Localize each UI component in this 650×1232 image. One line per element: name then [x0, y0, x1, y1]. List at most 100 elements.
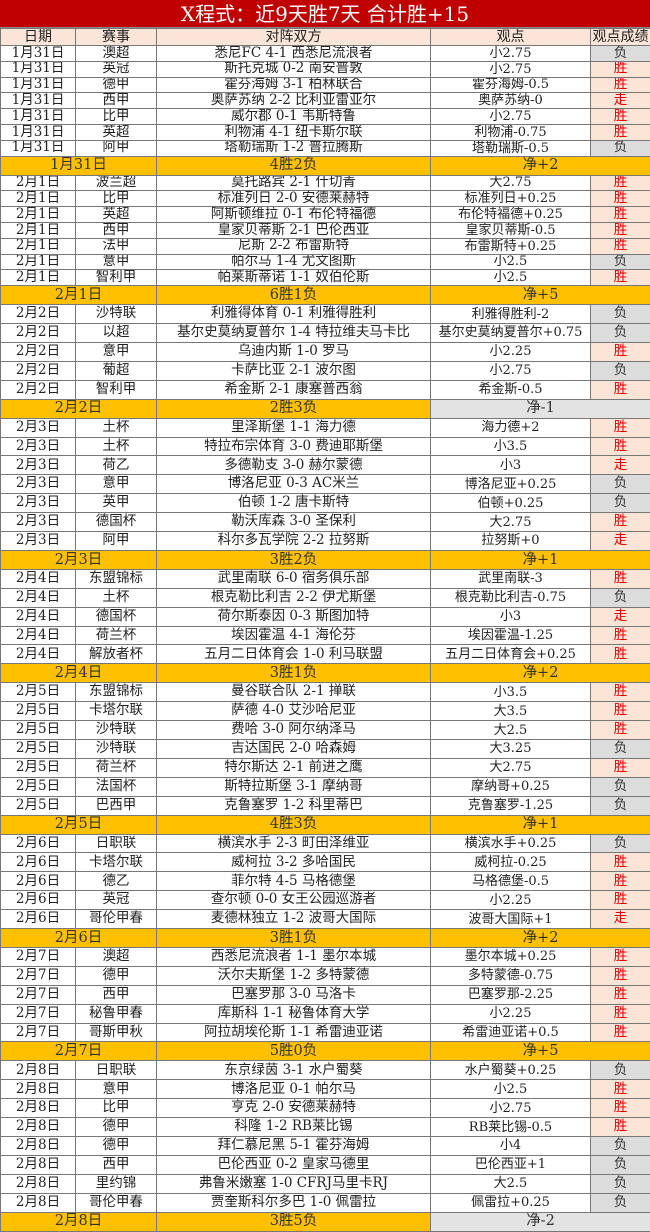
league-cell: 意甲 — [76, 254, 157, 270]
date-cell: 2月3日 — [1, 437, 76, 456]
league-cell: 德甲 — [76, 1137, 157, 1156]
pick-cell: 希金斯-0.5 — [431, 380, 591, 399]
pick-cell: 塔勒瑞斯-0.5 — [431, 140, 591, 156]
match-cell: 标准列日 2-0 安德莱赫特 — [157, 191, 431, 207]
header-match: 对阵双方 — [157, 29, 431, 46]
match-cell: 科隆 1-2 RB莱比锡 — [157, 1118, 431, 1137]
summary-record: 5胜0负 — [157, 1042, 431, 1061]
match-cell: 拜仁慕尼黑 5-1 霍芬海姆 — [157, 1137, 431, 1156]
pick-cell: 拉努斯+0 — [431, 531, 591, 550]
date-cell: 2月5日 — [1, 683, 76, 702]
result-cell: 胜 — [591, 380, 650, 399]
league-cell: 沙特联 — [76, 739, 157, 758]
date-cell: 2月7日 — [1, 1023, 76, 1042]
pick-cell: 小2.5 — [431, 1080, 591, 1099]
result-cell: 胜 — [591, 645, 650, 664]
league-cell: 解放者杯 — [76, 645, 157, 664]
date-cell: 2月4日 — [1, 645, 76, 664]
pick-cell: 小2.75 — [431, 61, 591, 77]
summary-record: 3胜2负 — [157, 550, 431, 569]
pick-cell: 小2.75 — [431, 109, 591, 125]
match-cell: 奥萨苏纳 2-2 比利亚雷亚尔 — [157, 93, 431, 109]
pick-cell: 小2.25 — [431, 342, 591, 361]
league-cell: 意甲 — [76, 1080, 157, 1099]
match-cell: 卡萨比亚 2-1 波尔图 — [157, 361, 431, 380]
date-cell: 2月6日 — [1, 872, 76, 891]
date-cell: 2月3日 — [1, 418, 76, 437]
result-cell: 胜 — [591, 270, 650, 286]
league-cell: 德国杯 — [76, 607, 157, 626]
result-cell: 胜 — [591, 758, 650, 777]
pick-cell: 横滨水手+0.25 — [431, 834, 591, 853]
date-cell: 2月8日 — [1, 1193, 76, 1212]
result-cell: 胜 — [591, 853, 650, 872]
league-cell: 意甲 — [76, 475, 157, 494]
league-cell: 德乙 — [76, 872, 157, 891]
result-cell: 负 — [591, 140, 650, 156]
pick-cell: 佩雷拉+0.25 — [431, 1193, 591, 1212]
pick-cell: 小3 — [431, 607, 591, 626]
league-cell: 土杯 — [76, 437, 157, 456]
date-cell: 2月7日 — [1, 1004, 76, 1023]
match-cell: 帕尔马 1-4 尤文图斯 — [157, 254, 431, 270]
summary-record: 3胜1负 — [157, 928, 431, 947]
date-cell: 2月5日 — [1, 758, 76, 777]
result-cell: 负 — [591, 739, 650, 758]
pick-cell: 小4 — [431, 1137, 591, 1156]
summary-net: 净-1 — [431, 399, 650, 418]
result-cell: 胜 — [591, 1099, 650, 1118]
pick-cell: 巴塞罗那-2.25 — [431, 985, 591, 1004]
date-cell: 2月1日 — [1, 191, 76, 207]
league-cell: 土杯 — [76, 418, 157, 437]
league-cell: 比甲 — [76, 109, 157, 125]
pick-cell: 大3.5 — [431, 702, 591, 721]
date-cell: 1月31日 — [1, 61, 76, 77]
pick-cell: 希雷迪亚诺+0.5 — [431, 1023, 591, 1042]
pick-cell: 小2.75 — [431, 46, 591, 62]
match-cell: 沃尔夫斯堡 1-2 多特蒙德 — [157, 966, 431, 985]
pick-cell: 大2.75 — [431, 758, 591, 777]
pick-cell: 小2.5 — [431, 270, 591, 286]
result-cell: 胜 — [591, 966, 650, 985]
result-cell: 负 — [591, 777, 650, 796]
pick-cell: 布伦特福德+0.25 — [431, 207, 591, 223]
league-cell: 东盟锦标 — [76, 569, 157, 588]
result-cell: 走 — [591, 93, 650, 109]
match-cell: 贾奎斯科尔多巴 1-0 佩雷拉 — [157, 1193, 431, 1212]
summary-net: 净-2 — [431, 1212, 650, 1231]
league-cell: 智利甲 — [76, 380, 157, 399]
match-cell: 菲尔特 4-5 马格德堡 — [157, 872, 431, 891]
league-cell: 土杯 — [76, 588, 157, 607]
match-cell: 巴伦西亚 0-2 皇家马德里 — [157, 1155, 431, 1174]
match-cell: 麦德林独立 1-2 波哥大国际 — [157, 910, 431, 929]
match-cell: 武里南联 6-0 宿务俱乐部 — [157, 569, 431, 588]
league-cell: 智利甲 — [76, 270, 157, 286]
date-cell: 2月7日 — [1, 947, 76, 966]
result-cell: 负 — [591, 475, 650, 494]
date-cell: 1月31日 — [1, 140, 76, 156]
league-cell: 英超 — [76, 124, 157, 140]
league-cell: 日职联 — [76, 834, 157, 853]
summary-net: 净+2 — [431, 928, 650, 947]
result-cell: 胜 — [591, 191, 650, 207]
league-cell: 德国杯 — [76, 513, 157, 532]
